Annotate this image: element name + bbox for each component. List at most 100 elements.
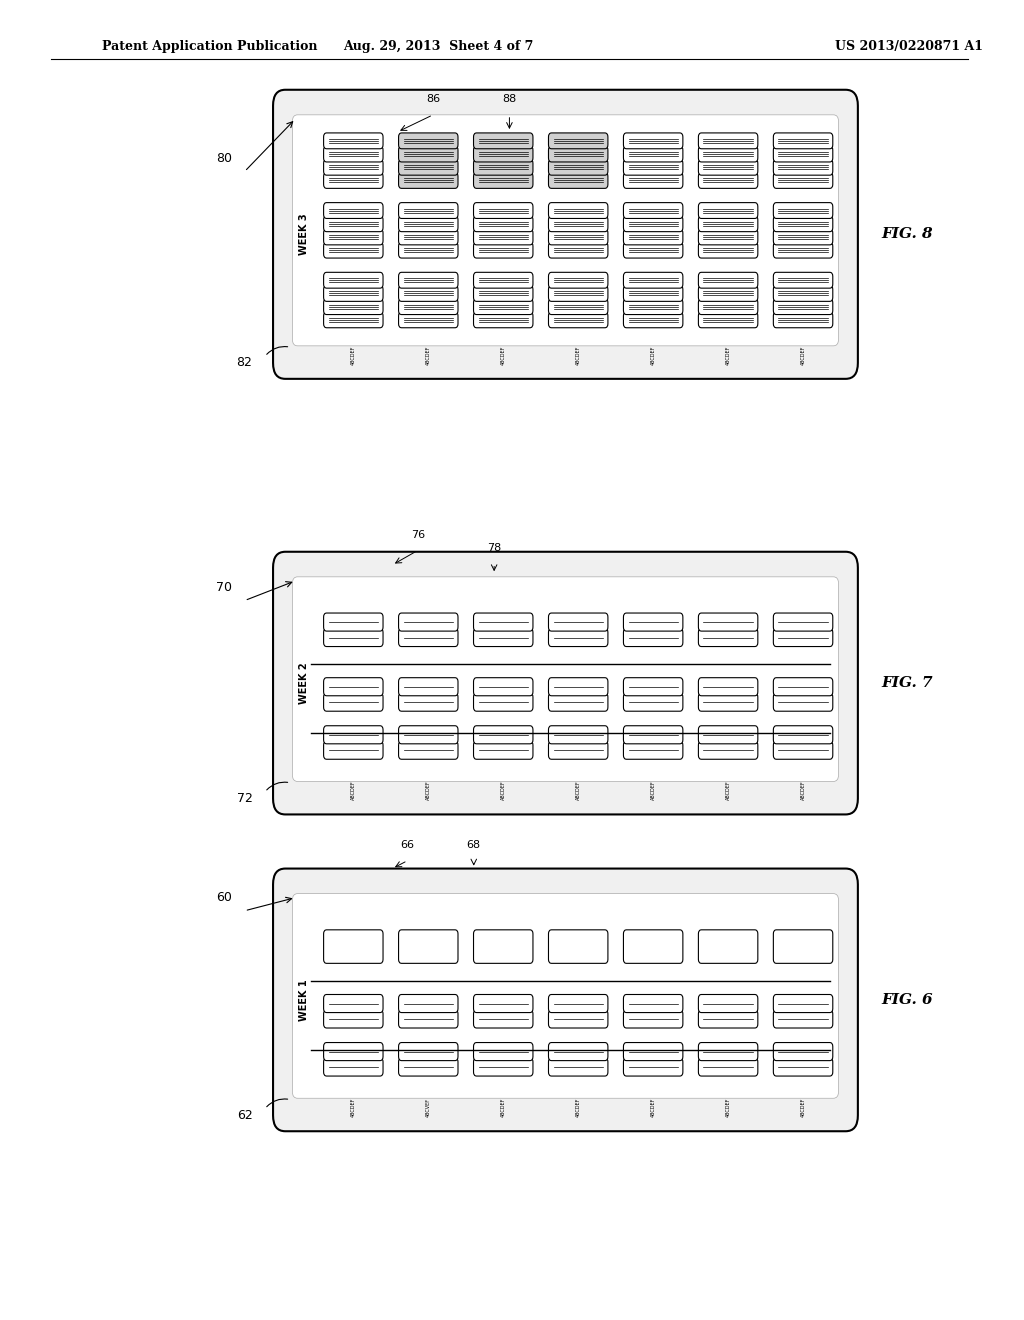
FancyBboxPatch shape <box>324 741 383 759</box>
FancyBboxPatch shape <box>398 628 458 647</box>
FancyBboxPatch shape <box>324 133 383 149</box>
FancyBboxPatch shape <box>324 677 383 696</box>
Text: 4BCDEF: 4BCDEF <box>726 1098 730 1117</box>
FancyBboxPatch shape <box>273 90 858 379</box>
Text: 86: 86 <box>426 94 440 104</box>
FancyBboxPatch shape <box>324 1059 383 1076</box>
Text: 4BCDEF: 4BCDEF <box>801 1098 806 1117</box>
FancyBboxPatch shape <box>624 741 683 759</box>
FancyBboxPatch shape <box>549 1059 608 1076</box>
FancyBboxPatch shape <box>698 243 758 259</box>
Text: 4BCDEF: 4BCDEF <box>726 346 730 364</box>
FancyBboxPatch shape <box>773 929 833 964</box>
Text: 82: 82 <box>237 356 253 370</box>
Text: 78: 78 <box>487 543 502 553</box>
Text: WEEK 1: WEEK 1 <box>299 979 308 1020</box>
FancyBboxPatch shape <box>398 1010 458 1028</box>
FancyBboxPatch shape <box>698 1010 758 1028</box>
FancyBboxPatch shape <box>624 202 683 218</box>
Text: 4BCDEF: 4BCDEF <box>575 1098 581 1117</box>
Text: 4BCDEF: 4BCDEF <box>501 1098 506 1117</box>
FancyBboxPatch shape <box>773 677 833 696</box>
FancyBboxPatch shape <box>773 272 833 288</box>
FancyBboxPatch shape <box>549 243 608 259</box>
FancyBboxPatch shape <box>293 115 839 346</box>
FancyBboxPatch shape <box>773 215 833 232</box>
Text: ABCDEF: ABCDEF <box>351 781 355 800</box>
FancyBboxPatch shape <box>473 173 532 189</box>
FancyBboxPatch shape <box>549 215 608 232</box>
Text: 80: 80 <box>216 152 232 165</box>
FancyBboxPatch shape <box>773 133 833 149</box>
Text: FIG. 7: FIG. 7 <box>881 676 933 690</box>
FancyBboxPatch shape <box>549 147 608 162</box>
Text: Aug. 29, 2013  Sheet 4 of 7: Aug. 29, 2013 Sheet 4 of 7 <box>343 40 534 53</box>
FancyBboxPatch shape <box>398 215 458 232</box>
FancyBboxPatch shape <box>398 147 458 162</box>
FancyBboxPatch shape <box>398 612 458 631</box>
FancyBboxPatch shape <box>773 1010 833 1028</box>
FancyBboxPatch shape <box>398 133 458 149</box>
FancyBboxPatch shape <box>473 160 532 176</box>
FancyBboxPatch shape <box>549 693 608 711</box>
Text: 72: 72 <box>237 792 253 805</box>
FancyBboxPatch shape <box>773 1059 833 1076</box>
Text: WEEK 3: WEEK 3 <box>299 214 308 255</box>
FancyBboxPatch shape <box>473 1043 532 1061</box>
FancyBboxPatch shape <box>698 298 758 314</box>
FancyBboxPatch shape <box>398 243 458 259</box>
FancyBboxPatch shape <box>473 230 532 244</box>
FancyBboxPatch shape <box>473 612 532 631</box>
FancyBboxPatch shape <box>398 202 458 218</box>
FancyBboxPatch shape <box>698 677 758 696</box>
FancyBboxPatch shape <box>473 133 532 149</box>
FancyBboxPatch shape <box>698 272 758 288</box>
FancyBboxPatch shape <box>624 726 683 743</box>
FancyBboxPatch shape <box>398 272 458 288</box>
Text: 4BCDEF: 4BCDEF <box>650 346 655 364</box>
FancyBboxPatch shape <box>473 693 532 711</box>
FancyBboxPatch shape <box>324 726 383 743</box>
Text: ABCDEF: ABCDEF <box>650 781 655 800</box>
FancyBboxPatch shape <box>473 929 532 964</box>
FancyBboxPatch shape <box>624 173 683 189</box>
FancyBboxPatch shape <box>473 1010 532 1028</box>
FancyBboxPatch shape <box>698 726 758 743</box>
FancyBboxPatch shape <box>549 160 608 176</box>
FancyBboxPatch shape <box>473 285 532 301</box>
FancyBboxPatch shape <box>398 726 458 743</box>
Text: FIG. 6: FIG. 6 <box>881 993 933 1007</box>
Text: 60: 60 <box>216 891 232 904</box>
Text: 76: 76 <box>411 529 425 540</box>
FancyBboxPatch shape <box>549 202 608 218</box>
FancyBboxPatch shape <box>293 894 839 1098</box>
FancyBboxPatch shape <box>698 693 758 711</box>
FancyBboxPatch shape <box>273 552 858 814</box>
FancyBboxPatch shape <box>398 677 458 696</box>
FancyBboxPatch shape <box>624 677 683 696</box>
Text: ABCDEF: ABCDEF <box>575 781 581 800</box>
FancyBboxPatch shape <box>273 869 858 1131</box>
FancyBboxPatch shape <box>549 1010 608 1028</box>
Text: 88: 88 <box>503 94 516 104</box>
FancyBboxPatch shape <box>549 677 608 696</box>
FancyBboxPatch shape <box>698 994 758 1012</box>
Text: 4BCDEF: 4BCDEF <box>575 346 581 364</box>
FancyBboxPatch shape <box>698 147 758 162</box>
FancyBboxPatch shape <box>624 243 683 259</box>
FancyBboxPatch shape <box>324 243 383 259</box>
Text: FIG. 8: FIG. 8 <box>881 227 933 242</box>
FancyBboxPatch shape <box>624 612 683 631</box>
FancyBboxPatch shape <box>773 173 833 189</box>
FancyBboxPatch shape <box>473 741 532 759</box>
FancyBboxPatch shape <box>324 173 383 189</box>
FancyBboxPatch shape <box>624 272 683 288</box>
FancyBboxPatch shape <box>698 312 758 327</box>
FancyBboxPatch shape <box>624 285 683 301</box>
FancyBboxPatch shape <box>624 298 683 314</box>
FancyBboxPatch shape <box>324 612 383 631</box>
FancyBboxPatch shape <box>324 929 383 964</box>
FancyBboxPatch shape <box>773 202 833 218</box>
FancyBboxPatch shape <box>549 272 608 288</box>
FancyBboxPatch shape <box>324 202 383 218</box>
